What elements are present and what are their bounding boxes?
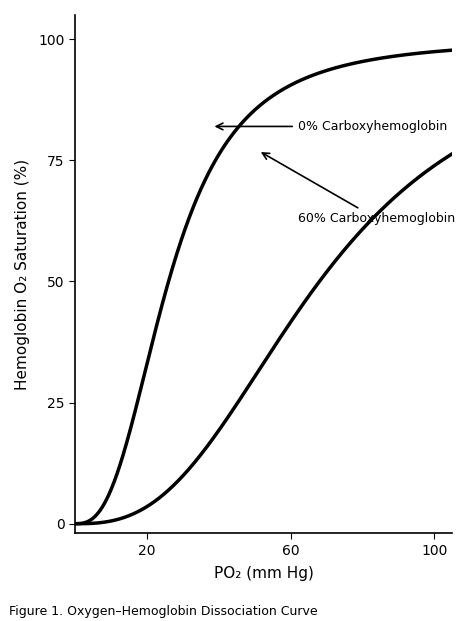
X-axis label: PO₂ (mm Hg): PO₂ (mm Hg) bbox=[214, 566, 314, 581]
Text: Figure 1. Oxygen–Hemoglobin Dissociation Curve: Figure 1. Oxygen–Hemoglobin Dissociation… bbox=[9, 605, 318, 618]
Text: 60% Carboxyhemoglobin: 60% Carboxyhemoglobin bbox=[262, 153, 455, 225]
Text: 0% Carboxyhemoglobin: 0% Carboxyhemoglobin bbox=[216, 120, 447, 133]
Y-axis label: Hemoglobin O₂ Saturation (%): Hemoglobin O₂ Saturation (%) bbox=[15, 158, 30, 390]
